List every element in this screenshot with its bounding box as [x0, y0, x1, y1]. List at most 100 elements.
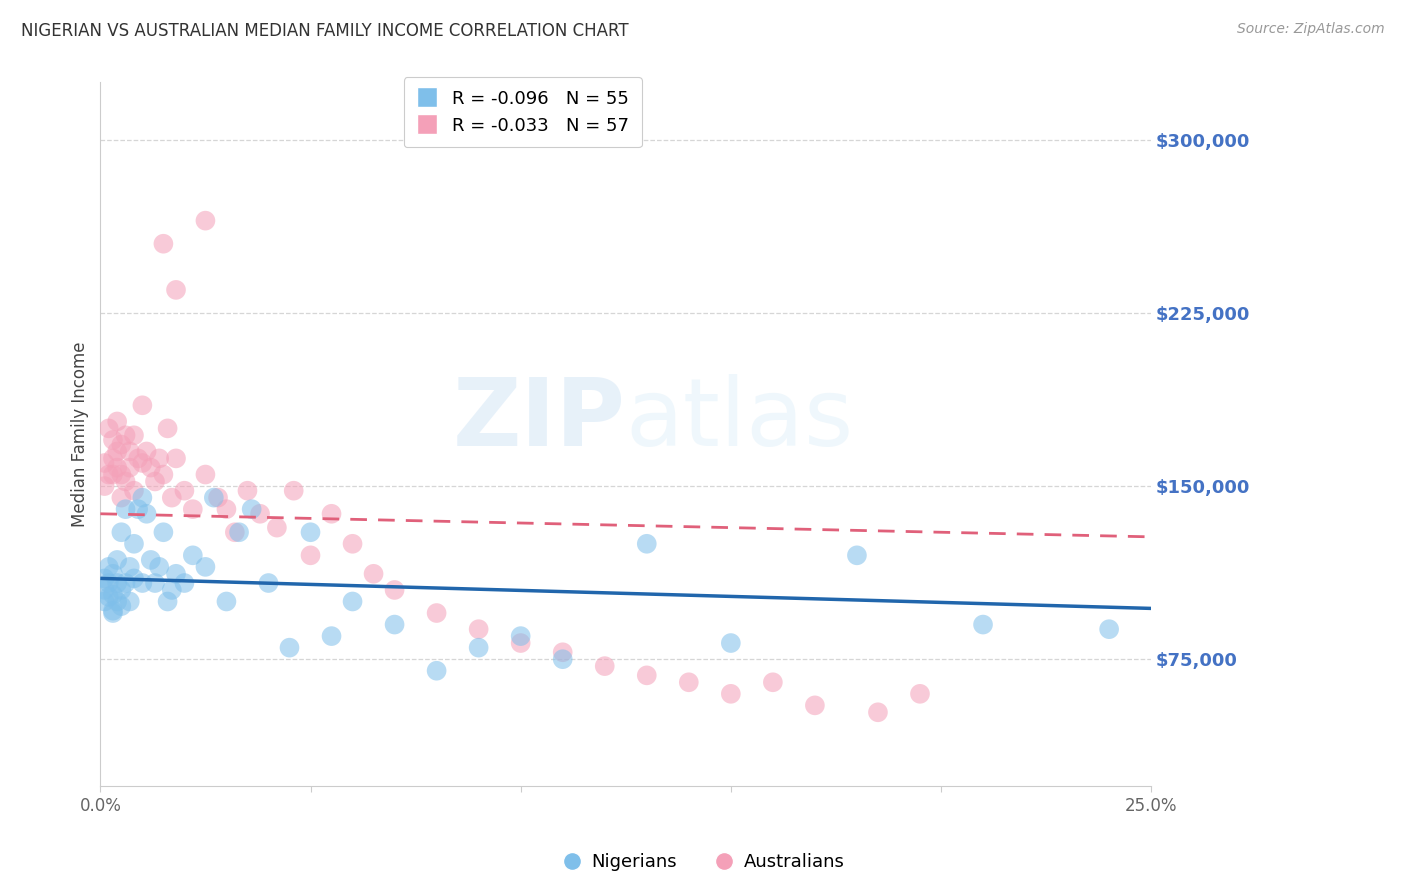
Point	[122, 537, 145, 551]
Point	[122, 483, 145, 498]
Point	[101, 467, 124, 482]
Text: atlas: atlas	[626, 374, 853, 466]
Point	[215, 502, 238, 516]
Point	[804, 698, 827, 713]
Point	[678, 675, 700, 690]
Point	[181, 549, 204, 563]
Point	[160, 582, 183, 597]
Point	[110, 467, 132, 482]
Point	[105, 576, 128, 591]
Point	[173, 576, 195, 591]
Legend: R = -0.096   N = 55, R = -0.033   N = 57: R = -0.096 N = 55, R = -0.033 N = 57	[404, 77, 643, 147]
Point	[105, 414, 128, 428]
Point	[467, 622, 489, 636]
Point	[114, 502, 136, 516]
Point	[110, 525, 132, 540]
Y-axis label: Median Family Income: Median Family Income	[72, 342, 89, 527]
Point	[160, 491, 183, 505]
Point	[165, 283, 187, 297]
Point	[593, 659, 616, 673]
Point	[101, 606, 124, 620]
Point	[509, 636, 531, 650]
Point	[321, 629, 343, 643]
Point	[97, 576, 120, 591]
Point	[105, 594, 128, 608]
Point	[1098, 622, 1121, 636]
Point	[426, 664, 449, 678]
Point	[224, 525, 246, 540]
Point	[97, 467, 120, 482]
Point	[131, 576, 153, 591]
Point	[202, 491, 225, 505]
Point	[266, 521, 288, 535]
Point	[93, 456, 115, 470]
Point	[363, 566, 385, 581]
Text: ZIP: ZIP	[453, 374, 626, 466]
Point	[152, 236, 174, 251]
Point	[156, 594, 179, 608]
Point	[384, 582, 406, 597]
Point	[181, 502, 204, 516]
Point	[908, 687, 931, 701]
Point	[148, 560, 170, 574]
Point	[509, 629, 531, 643]
Point	[110, 599, 132, 613]
Point	[93, 594, 115, 608]
Point	[105, 460, 128, 475]
Point	[720, 687, 742, 701]
Point	[101, 588, 124, 602]
Point	[135, 444, 157, 458]
Point	[118, 444, 141, 458]
Point	[131, 456, 153, 470]
Point	[143, 475, 166, 489]
Point	[139, 460, 162, 475]
Point	[122, 428, 145, 442]
Point	[426, 606, 449, 620]
Point	[110, 437, 132, 451]
Point	[101, 566, 124, 581]
Point	[97, 421, 120, 435]
Point	[636, 668, 658, 682]
Point	[143, 576, 166, 591]
Point	[299, 525, 322, 540]
Point	[101, 451, 124, 466]
Point	[866, 706, 889, 720]
Point	[131, 491, 153, 505]
Point	[93, 479, 115, 493]
Point	[636, 537, 658, 551]
Point	[135, 507, 157, 521]
Point	[236, 483, 259, 498]
Point	[283, 483, 305, 498]
Point	[114, 576, 136, 591]
Point	[257, 576, 280, 591]
Point	[114, 428, 136, 442]
Point	[152, 467, 174, 482]
Point	[215, 594, 238, 608]
Point	[156, 421, 179, 435]
Point	[93, 571, 115, 585]
Point	[720, 636, 742, 650]
Point	[118, 460, 141, 475]
Point	[131, 398, 153, 412]
Point	[165, 451, 187, 466]
Point	[118, 560, 141, 574]
Point	[762, 675, 785, 690]
Point	[97, 590, 120, 604]
Point	[321, 507, 343, 521]
Point	[110, 491, 132, 505]
Point	[278, 640, 301, 655]
Point	[101, 604, 124, 618]
Point	[165, 566, 187, 581]
Point	[110, 582, 132, 597]
Point	[972, 617, 994, 632]
Text: NIGERIAN VS AUSTRALIAN MEDIAN FAMILY INCOME CORRELATION CHART: NIGERIAN VS AUSTRALIAN MEDIAN FAMILY INC…	[21, 22, 628, 40]
Point	[93, 582, 115, 597]
Point	[249, 507, 271, 521]
Point	[228, 525, 250, 540]
Point	[152, 525, 174, 540]
Point	[122, 571, 145, 585]
Point	[101, 433, 124, 447]
Point	[342, 594, 364, 608]
Point	[551, 645, 574, 659]
Point	[194, 560, 217, 574]
